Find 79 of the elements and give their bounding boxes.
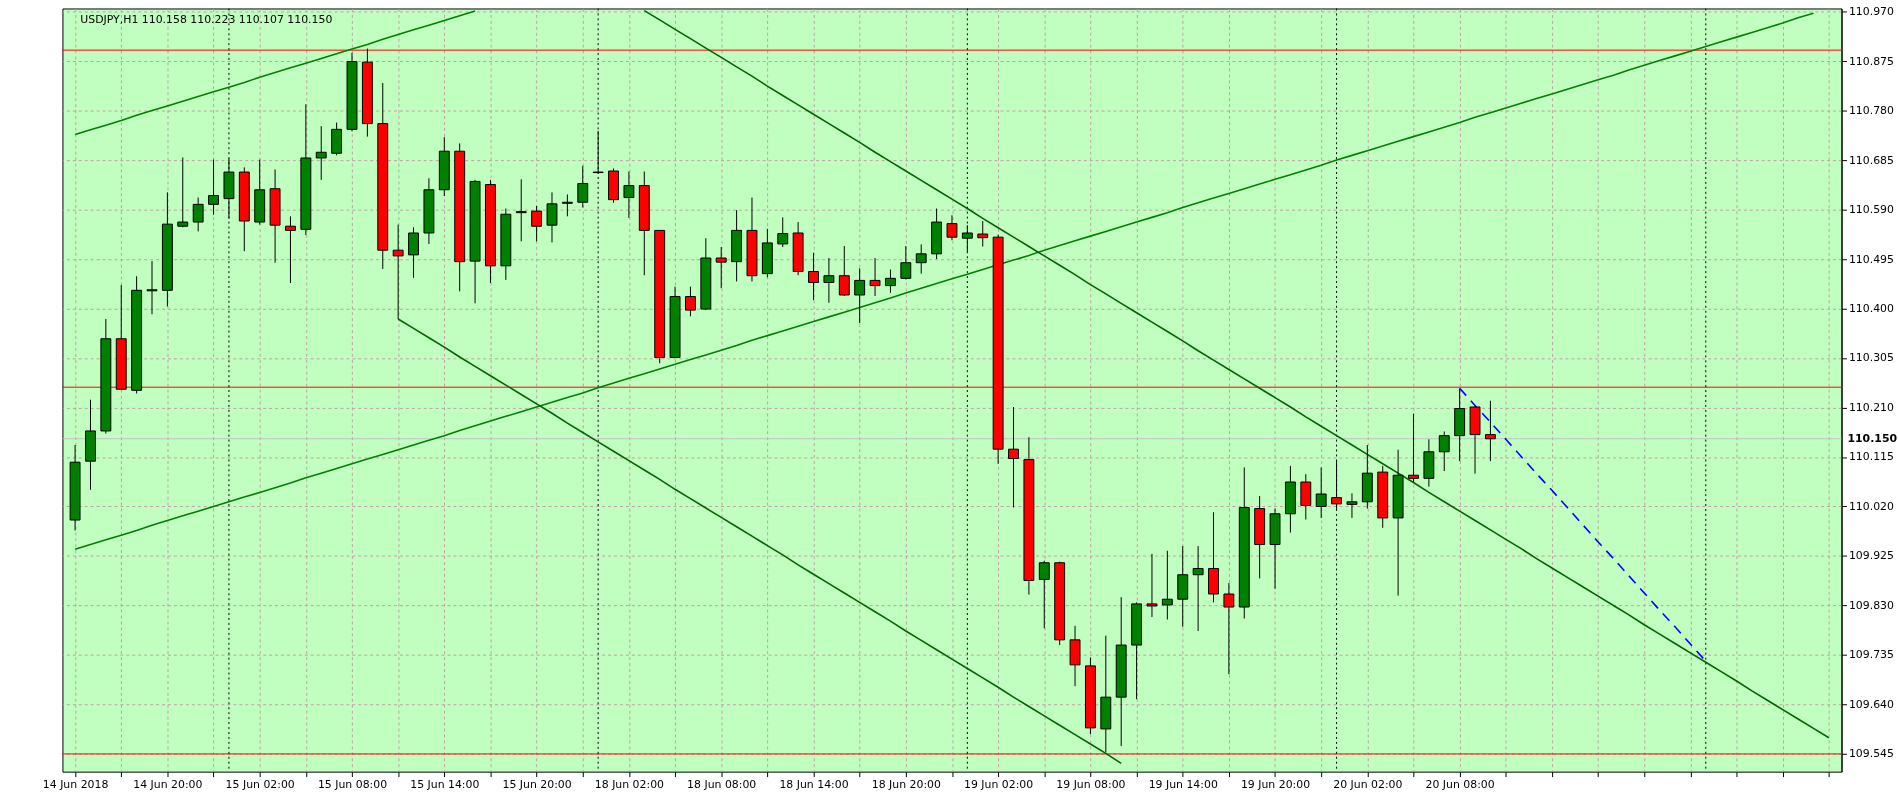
- y-tick-label: 110.115: [1848, 450, 1894, 464]
- x-tick-label: 14 Jun 2018: [42, 777, 109, 791]
- candlestick: [777, 216, 789, 248]
- x-tick-label: 18 Jun 08:00: [687, 777, 757, 791]
- candlestick: [1438, 430, 1450, 472]
- x-tick-label: 20 Jun 02:00: [1333, 777, 1403, 791]
- candlestick: [177, 156, 189, 228]
- y-tick-label: 110.970: [1848, 5, 1895, 19]
- candlestick: [1038, 560, 1050, 629]
- x-tick-label: 15 Jun 20:00: [502, 777, 572, 791]
- candlestick: [1008, 406, 1019, 509]
- candlestick: [561, 193, 573, 217]
- candlestick: [577, 165, 589, 208]
- candlestick: [331, 122, 343, 156]
- candlestick: [823, 257, 835, 304]
- x-tick-label: 19 Jun 14:00: [1148, 777, 1218, 791]
- candlestick: [977, 220, 989, 248]
- x-tick-label: 15 Jun 14:00: [410, 777, 480, 791]
- candlestick: [1315, 466, 1327, 519]
- y-tick-label: 109.640: [1848, 697, 1895, 711]
- candlestick: [808, 252, 819, 301]
- y-tick-label: 109.925: [1848, 549, 1894, 563]
- candlestick: [1223, 582, 1235, 675]
- chart-title: USDJPY,H1 110.158 110.223 110.107 110.150: [80, 13, 333, 27]
- y-tick-label: 109.735: [1848, 648, 1894, 662]
- y-tick-label: 110.780: [1848, 104, 1895, 118]
- y-tick-label: 110.590: [1848, 203, 1895, 217]
- candlestick: [208, 159, 219, 216]
- x-tick-label: 14 Jun 20:00: [133, 777, 203, 791]
- x-tick-label: 19 Jun 20:00: [1240, 777, 1311, 791]
- candlestick: [1484, 400, 1496, 462]
- candlestick: [946, 214, 958, 241]
- candlestick: [838, 245, 850, 297]
- candlestick: [884, 268, 896, 294]
- x-tick-label: 18 Jun 02:00: [594, 777, 665, 791]
- ref-line-label: 110.150: [1847, 431, 1898, 445]
- candlestick: [900, 245, 912, 280]
- y-tick-label: 110.210: [1848, 400, 1895, 414]
- candlestick: [1192, 545, 1204, 632]
- candlestick: [192, 197, 204, 232]
- candlestick: [285, 215, 296, 284]
- candlestick: [684, 286, 696, 317]
- y-tick-label: 110.400: [1848, 302, 1895, 315]
- x-tick-label: 19 Jun 02:00: [964, 777, 1034, 791]
- x-tick-label: 18 Jun 14:00: [779, 777, 849, 791]
- line-series: [643, 9, 1830, 739]
- y-tick-label: 110.495: [1848, 252, 1894, 266]
- y-tick-label: 110.020: [1848, 499, 1895, 513]
- candlestick: [915, 243, 927, 275]
- y-tick-label: 110.685: [1848, 153, 1894, 167]
- line-series: [74, 12, 1815, 550]
- x-tick-label: 15 Jun 02:00: [225, 777, 295, 791]
- candlestick: [1161, 550, 1173, 621]
- candlestick: [869, 257, 881, 297]
- candlestick: [854, 267, 866, 324]
- candlestick: [715, 246, 727, 289]
- candlestick: [146, 260, 158, 315]
- candlestick: [408, 226, 419, 279]
- candlestick: [1146, 553, 1158, 618]
- candlestick: [1408, 413, 1419, 483]
- x-tick-label: 15 Jun 08:00: [317, 777, 388, 791]
- line-series: [1458, 387, 1707, 662]
- y-tick-label: 109.545: [1848, 747, 1894, 761]
- candlestick: [531, 205, 543, 242]
- candlestick: [315, 125, 327, 181]
- candlestick: [392, 224, 404, 320]
- y-tick-label: 110.875: [1848, 54, 1894, 68]
- x-tick-label: 19 Jun 08:00: [1056, 777, 1126, 791]
- candlestick: [1346, 492, 1358, 519]
- x-tick-label: 20 Jun 08:00: [1425, 777, 1495, 791]
- candlestick: [1300, 473, 1312, 521]
- candlestick: [623, 171, 635, 219]
- candlestick: [515, 178, 527, 242]
- y-tick-label: 110.305: [1848, 351, 1894, 365]
- candlestick: [546, 191, 558, 243]
- line-series: [74, 10, 476, 136]
- y-tick-label: 109.830: [1848, 598, 1895, 612]
- x-tick-label: 18 Jun 20:00: [871, 777, 941, 791]
- line-series: [397, 318, 1122, 765]
